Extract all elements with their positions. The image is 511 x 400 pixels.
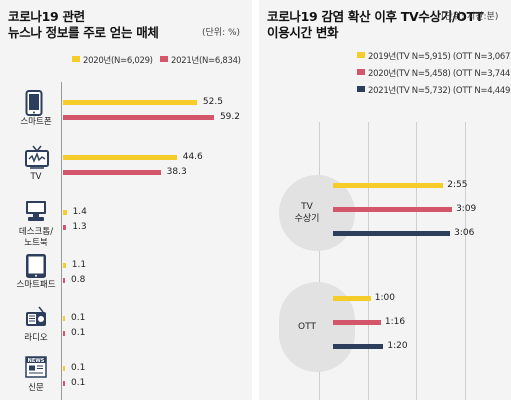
category-label: 신문 — [10, 383, 62, 394]
category-label-line: TV — [301, 202, 313, 212]
data-label: 3:06 — [454, 228, 475, 238]
data-label: 1:20 — [387, 341, 408, 351]
newspaper-icon: NEWS — [25, 356, 47, 382]
category-label: TV 수상기 — [279, 201, 335, 225]
viewing-time-panel: 코로나19 감염 확산 이후 TV수상기/OTT 이용시간 변화 (단위: 시간… — [259, 0, 511, 400]
bar — [63, 225, 67, 230]
data-label: 1:16 — [384, 317, 406, 327]
legend-label: 2020년(TV N=5,458) (OTT N=3,744) — [368, 69, 511, 79]
svg-text:NEWS: NEWS — [28, 358, 45, 364]
category-label-line: OTT — [298, 322, 316, 332]
legend-swatch — [160, 56, 168, 62]
smartphone-icon — [25, 90, 43, 120]
chart-title-line2: 이용시간 변화 — [267, 25, 339, 40]
legend-label: 2019년(TV N=5,915) (OTT N=3,067) — [368, 52, 511, 62]
bar — [63, 316, 65, 321]
bar — [63, 155, 177, 160]
bar — [63, 263, 66, 268]
data-label: 1:00 — [374, 293, 396, 303]
desktop-computer-icon — [25, 200, 47, 226]
legend-item: 2021년(N=6,834) — [160, 54, 241, 66]
bar — [63, 331, 65, 336]
bar — [333, 296, 371, 301]
chart-title-line2: 뉴스나 정보를 주로 얻는 매체 — [8, 25, 159, 40]
legend-swatch — [357, 52, 365, 58]
category-label-line: 스마트폰 — [20, 117, 52, 127]
bar — [333, 320, 381, 325]
bar — [333, 207, 453, 212]
legend-item: 2021년(TV N=5,732) (OTT N=4,449) — [357, 84, 511, 96]
category-label: OTT — [279, 321, 335, 333]
y-axis-line — [61, 82, 62, 400]
category-label: 라디오 — [10, 333, 62, 344]
legend-label: 2021년(TV N=5,732) (OTT N=4,449) — [368, 86, 511, 96]
legend-swatch — [357, 69, 365, 75]
data-label: 1.3 — [72, 222, 87, 232]
bar — [333, 231, 451, 236]
data-label: 0.1 — [71, 313, 86, 323]
bar — [63, 170, 161, 175]
gridline — [465, 122, 466, 400]
category-label-line: 라디오 — [24, 333, 48, 343]
category-label: 스마트폰 — [10, 117, 62, 128]
category-label-line: 신문 — [28, 383, 44, 393]
bar — [63, 100, 197, 105]
legend-item: 2019년(TV N=5,915) (OTT N=3,067) — [357, 50, 511, 62]
data-label: 38.3 — [166, 167, 187, 177]
category-label-line: 스마트패드 — [16, 280, 56, 290]
legend-label: 2020년(N=6,029) — [83, 56, 153, 66]
category-label-line: TV — [30, 172, 42, 182]
gridline — [416, 122, 417, 400]
data-label: 59.2 — [219, 112, 240, 122]
bar — [333, 344, 384, 349]
data-label: 0.1 — [71, 363, 86, 373]
radio-icon — [25, 306, 47, 332]
chart-title-line1: 코로나19 관련 — [8, 9, 85, 24]
gridline — [368, 122, 369, 400]
legend-swatch — [357, 86, 365, 92]
bar — [63, 278, 66, 283]
category-label: 스마트패드 — [10, 280, 62, 291]
chart-title-line1: 코로나19 감염 확산 이후 TV수상기/OTT — [267, 9, 484, 24]
data-label: 1.1 — [71, 260, 87, 270]
bar — [333, 183, 444, 188]
unit-label: (단위: %) — [202, 28, 241, 38]
category-label: 데스크톱/노트북 — [10, 227, 62, 249]
data-label: 3:09 — [456, 204, 477, 214]
data-label: 0.1 — [71, 328, 86, 338]
category-label-line: 수상기 — [294, 214, 320, 224]
data-label: 0.8 — [71, 275, 86, 285]
legend-label: 2021년(N=6,834) — [171, 56, 241, 66]
legend-item: 2020년(N=6,029) — [72, 54, 153, 66]
category-label: TV — [10, 172, 62, 183]
legend-swatch — [72, 56, 80, 62]
tablet-icon — [25, 253, 47, 283]
bar — [63, 210, 67, 215]
legend-item: 2020년(TV N=5,458) (OTT N=3,744) — [357, 67, 511, 79]
bar — [63, 115, 214, 120]
unit-label: (단위: 시간:분) — [441, 12, 499, 22]
gridline — [319, 122, 320, 400]
tv-icon — [25, 145, 49, 173]
data-label: 2:55 — [447, 180, 468, 190]
bar — [63, 366, 65, 371]
data-label: 1.4 — [72, 207, 87, 217]
media-source-panel: 코로나19 관련 뉴스나 정보를 주로 얻는 매체 (단위: %) 2020년(… — [0, 0, 252, 400]
bar — [63, 381, 65, 386]
data-label: 52.5 — [202, 97, 223, 107]
data-label: 44.6 — [182, 152, 203, 162]
category-label-line: 데스크톱/ — [18, 227, 54, 237]
data-label: 0.1 — [71, 378, 86, 388]
category-label-line: 노트북 — [24, 238, 48, 248]
